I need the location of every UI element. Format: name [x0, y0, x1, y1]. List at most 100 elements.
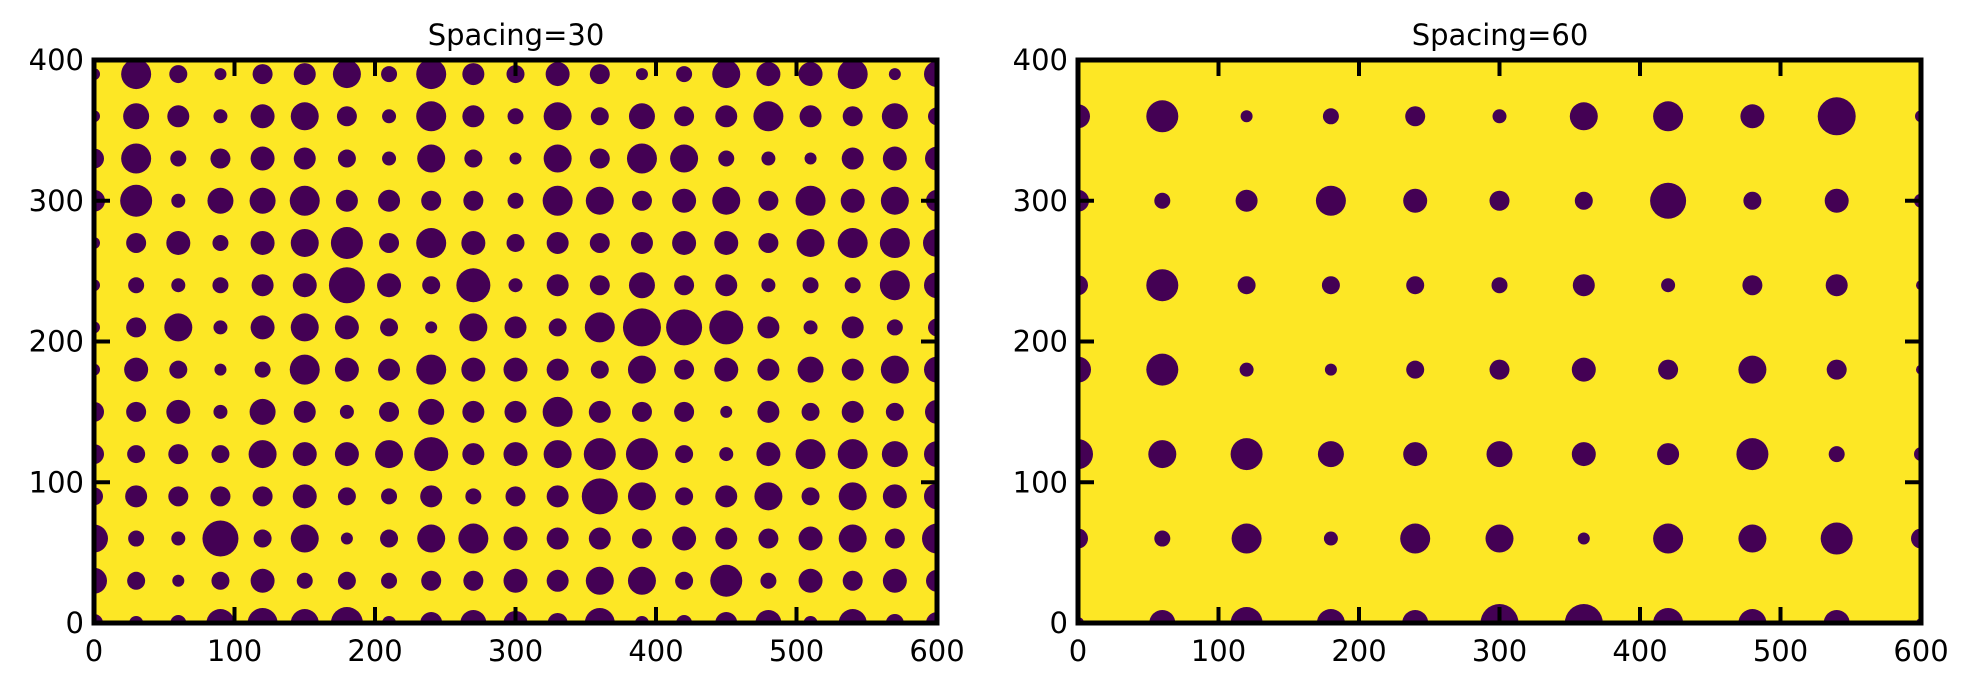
heatmap-dot — [421, 570, 442, 591]
heatmap-dot — [924, 272, 937, 299]
heatmap-area — [1078, 60, 1921, 623]
heatmap-dot — [1324, 363, 1337, 376]
y-tick-label: 0 — [66, 606, 84, 640]
heatmap-dot — [589, 148, 610, 169]
heatmap-dot — [465, 488, 482, 505]
y-tick-label: 200 — [29, 325, 84, 359]
heatmap-dot — [841, 400, 864, 423]
heatmap-dot — [761, 151, 776, 166]
heatmap-dot — [757, 316, 780, 339]
heatmap-dot — [168, 486, 189, 507]
heatmap-dot — [542, 185, 573, 216]
heatmap-dot — [375, 0, 403, 4]
heatmap-dot — [590, 360, 609, 379]
heatmap-dot — [1402, 610, 1429, 623]
heatmap-dot — [202, 520, 239, 557]
heatmap-dot — [213, 404, 228, 419]
heatmap-dot — [462, 63, 485, 86]
heatmap-dot — [503, 568, 528, 593]
heatmap-dot — [1235, 189, 1258, 212]
heatmap-dot — [757, 400, 780, 423]
heatmap-dot — [924, 61, 937, 88]
heatmap-dot — [1650, 182, 1687, 219]
heatmap-dot — [460, 610, 487, 623]
heatmap-dot — [292, 484, 317, 509]
heatmap-dot — [339, 404, 354, 419]
y-tick-label: 300 — [1013, 184, 1068, 218]
heatmap-dot — [545, 62, 570, 87]
heatmap-dot — [796, 0, 826, 5]
heatmap-dot — [718, 150, 735, 167]
heatmap-dot — [675, 571, 694, 590]
heatmap-dot — [882, 568, 907, 593]
heatmap-dot — [758, 190, 779, 211]
heatmap-dot — [380, 318, 399, 337]
heatmap-dot — [758, 232, 779, 253]
heatmap-dot — [714, 230, 739, 255]
heatmap-dot — [459, 313, 488, 342]
heatmap-dot — [754, 482, 783, 511]
heatmap-dot — [1653, 608, 1684, 623]
heatmap-dot — [1154, 192, 1171, 209]
heatmap-dot — [1491, 277, 1508, 294]
heatmap-dot — [413, 0, 449, 8]
heatmap-dot — [546, 485, 569, 508]
heatmap-dot — [212, 234, 229, 251]
heatmap-dot — [1492, 109, 1507, 124]
heatmap-dot — [837, 227, 868, 258]
heatmap-dot — [925, 399, 937, 424]
heatmap-dot — [1078, 104, 1090, 129]
heatmap-dot — [676, 66, 693, 83]
heatmap-dot — [206, 609, 235, 623]
x-tick-label: 600 — [909, 634, 964, 668]
heatmap-dot — [715, 612, 738, 623]
heatmap-dot — [1403, 442, 1428, 467]
heatmap-dot — [462, 105, 485, 128]
heatmap-dot — [1653, 101, 1684, 132]
heatmap-dot — [207, 187, 234, 214]
heatmap-dot — [127, 571, 146, 590]
heatmap-dot — [456, 268, 491, 303]
heatmap-dot — [1571, 357, 1596, 382]
heatmap-dot — [340, 532, 353, 545]
heatmap-dot — [755, 0, 781, 3]
heatmap-dot — [880, 355, 909, 384]
heatmap-dot — [381, 488, 398, 505]
heatmap-dot — [1315, 185, 1346, 216]
heatmap-dot — [798, 62, 823, 87]
heatmap-dot — [250, 104, 275, 129]
heatmap-dot — [381, 66, 398, 83]
heatmap-dot — [170, 150, 187, 167]
heatmap-dot — [795, 439, 826, 470]
heatmap-dot — [1239, 362, 1254, 377]
heatmap-dot — [585, 566, 614, 595]
heatmap-dot — [382, 109, 397, 124]
heatmap-dot — [251, 0, 275, 2]
heatmap-dot — [1146, 269, 1179, 302]
heatmap-dot — [1658, 359, 1679, 380]
heatmap-dot — [670, 144, 699, 173]
heatmap-dot — [252, 486, 273, 507]
heatmap-dot — [1406, 360, 1425, 379]
heatmap-dot — [841, 316, 864, 339]
heatmap-dot — [675, 487, 694, 506]
heatmap-dot — [802, 277, 819, 294]
heatmap-area — [85, 0, 937, 623]
heatmap-dot — [416, 227, 447, 258]
heatmap-dot — [206, 0, 234, 4]
heatmap-dot — [1817, 97, 1856, 136]
heatmap-dot — [166, 230, 191, 255]
y-tick-label: 100 — [1013, 465, 1068, 499]
heatmap-dot — [85, 23, 103, 41]
heatmap-dot — [590, 107, 609, 126]
heatmap-dot — [1078, 439, 1093, 470]
heatmap-dot — [842, 106, 863, 127]
heatmap-dot — [1826, 359, 1847, 380]
heatmap-dot — [1317, 441, 1344, 468]
heatmap-dot — [711, 17, 741, 47]
heatmap-dot — [886, 319, 903, 336]
heatmap-dot — [922, 523, 937, 554]
y-tick-label: 400 — [29, 43, 84, 77]
heatmap-dot — [543, 0, 573, 5]
